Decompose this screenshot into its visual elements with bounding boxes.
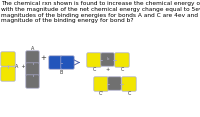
FancyBboxPatch shape [61,56,74,69]
Text: C: C [127,91,131,96]
Text: with the magnitude of the net chemical energy change equal to 5ev, if the: with the magnitude of the net chemical e… [1,7,200,12]
Text: A: A [31,46,34,51]
FancyBboxPatch shape [26,51,39,64]
FancyBboxPatch shape [1,67,15,81]
FancyBboxPatch shape [26,75,39,88]
FancyBboxPatch shape [26,63,39,76]
FancyBboxPatch shape [115,53,129,67]
FancyBboxPatch shape [87,53,101,67]
FancyBboxPatch shape [108,77,121,90]
Text: A  +: A + [15,64,26,69]
Text: magnitudes of the binding energies for bonds A and C are 4ev and 4ev, what is th: magnitudes of the binding energies for b… [1,13,200,18]
Text: C: C [92,67,96,72]
Text: C: C [120,67,124,72]
Text: +: + [40,55,46,61]
Text: +: + [105,67,110,72]
Text: magnitude of the binding energy for bond b?: magnitude of the binding energy for bond… [1,18,134,23]
Text: C': C' [99,91,103,96]
Text: b: b [106,57,109,61]
FancyBboxPatch shape [94,77,108,91]
Text: The chemical rxn shown is found to increase the chemical energy of the system,: The chemical rxn shown is found to incre… [1,2,200,7]
FancyBboxPatch shape [122,77,136,91]
FancyBboxPatch shape [101,53,114,66]
FancyBboxPatch shape [49,56,62,69]
Text: B: B [60,69,63,75]
FancyBboxPatch shape [1,52,15,66]
